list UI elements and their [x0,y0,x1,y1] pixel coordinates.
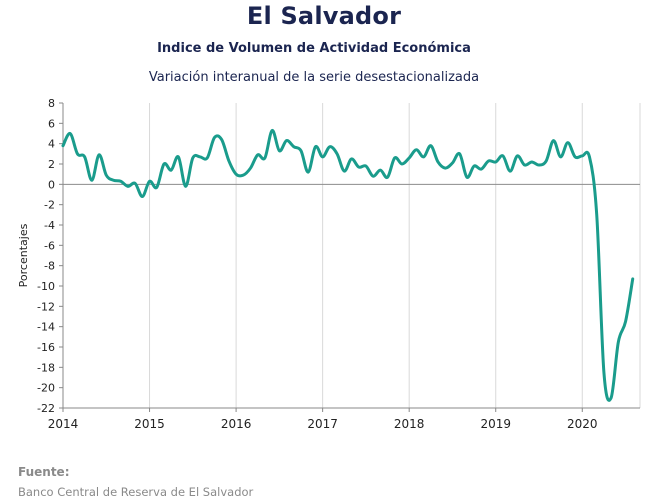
x-tick-label: 2014 [48,417,79,431]
y-tick-label: 2 [48,158,55,171]
x-tick-label: 2016 [221,417,252,431]
source-label: Fuente: [18,465,70,479]
chart-title: El Salvador [246,2,402,30]
y-tick-label: -12 [37,300,55,313]
x-tick-label: 2015 [134,417,165,431]
x-tick-label: 2018 [394,417,425,431]
y-tick-label: -8 [44,260,55,273]
y-tick-label: -10 [37,280,55,293]
line-chart: 8 6 4 2 0 -2 -4 -6 -8 -10 -12 -14 -16 -18 -20 -22 2014 20… [17,97,641,431]
y-tick-label: -22 [37,402,55,415]
y-tick-label: 8 [48,97,55,110]
chart-subtitle-secondary: Variación interanual de la serie desesta… [148,70,480,85]
source-text: Banco Central de Reserva de El Salvador [18,485,254,499]
series-line [61,128,635,402]
chart-subtitle: Indice de Volumen de Actividad Económica [157,41,471,56]
y-tick-label: 6 [48,117,55,130]
y-tick-label: -16 [37,341,55,354]
y-tick-label: -18 [37,361,55,374]
y-tick-label: -2 [44,199,55,212]
y-tick-label: 0 [48,178,55,191]
y-tick-label: -14 [37,321,55,334]
x-tick-label: 2017 [307,417,338,431]
y-tick-label: -20 [37,382,55,395]
y-tick-label: 4 [48,138,55,151]
x-tick-label: 2020 [567,417,598,431]
y-tick-label: -4 [44,219,55,232]
y-tick-label: -6 [44,239,55,252]
y-axis-label: Porcentajes [17,223,30,287]
x-tick-label: 2019 [480,417,511,431]
